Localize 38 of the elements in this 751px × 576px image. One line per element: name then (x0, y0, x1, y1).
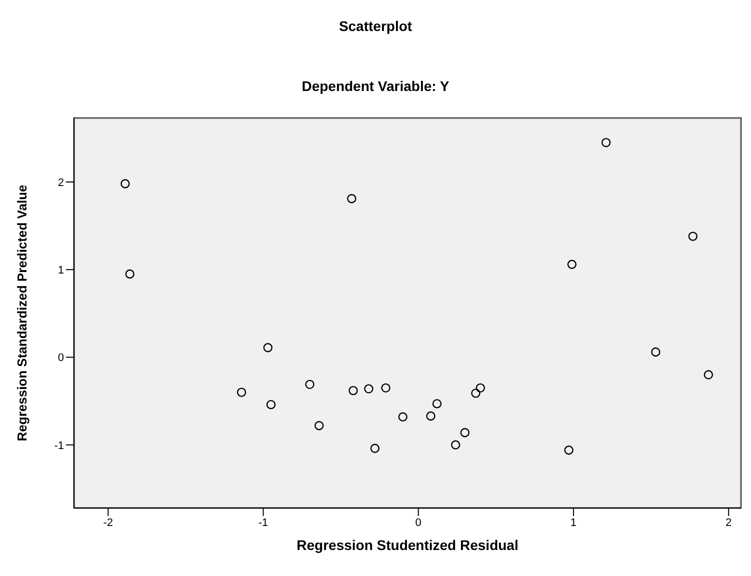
y-tick-label: 1 (58, 264, 64, 277)
point (426, 411, 436, 421)
point (364, 384, 374, 394)
point (432, 399, 442, 408)
chart-subtitle: Dependent Variable: Y (300, 78, 450, 96)
x-tick-label: 0 (415, 516, 422, 529)
point (266, 400, 276, 410)
point (471, 388, 480, 398)
point (651, 347, 660, 357)
x-axis-title: Regression Studentized Residual (296, 537, 518, 553)
point (688, 232, 698, 241)
x-tick-label: -1 (258, 516, 268, 529)
y-axis-title: Regression Standardized Predicted Value (14, 184, 30, 442)
point (263, 343, 272, 352)
y-tick-label: -1 (54, 440, 64, 452)
point (370, 444, 380, 454)
point (398, 412, 408, 422)
point (450, 440, 460, 450)
chart-title: Scatterplot (338, 17, 414, 36)
point (601, 138, 611, 148)
x-tick-label: 2 (726, 516, 732, 529)
x-tick-label: -2 (103, 516, 114, 529)
point (564, 446, 574, 455)
point (314, 421, 324, 430)
point (381, 383, 390, 393)
point (236, 388, 246, 397)
point (567, 260, 577, 269)
y-tick-label: 0 (58, 352, 64, 364)
y-tick-label: 2 (58, 176, 64, 189)
point (347, 194, 356, 204)
point (348, 386, 358, 396)
x-tick-label: 1 (570, 516, 577, 529)
point (120, 179, 130, 188)
point (704, 370, 714, 380)
point (305, 380, 314, 390)
point (125, 269, 134, 279)
point (460, 428, 470, 438)
point (476, 383, 486, 393)
